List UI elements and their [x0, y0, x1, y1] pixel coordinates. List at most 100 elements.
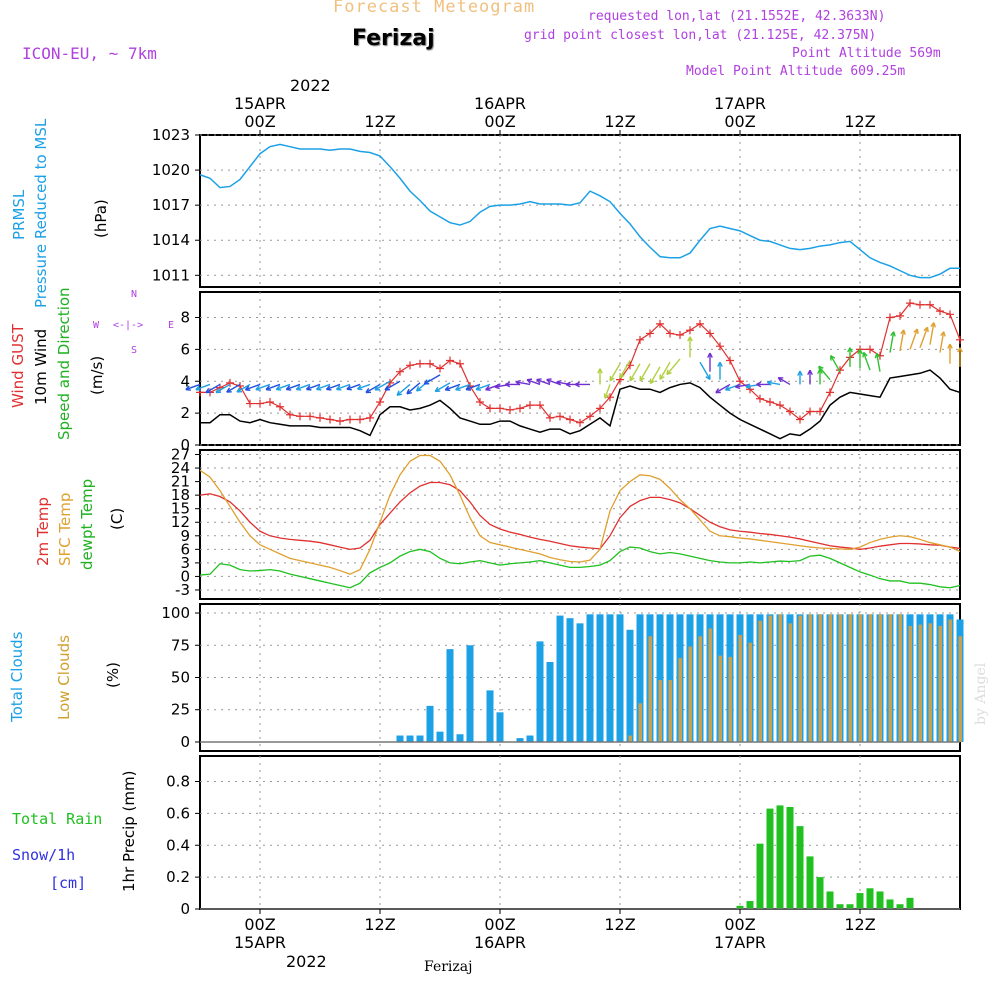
- wind-arrow-head: [546, 378, 552, 384]
- y-tick-label: 6: [180, 540, 190, 558]
- wind-arrow-head: [305, 385, 312, 391]
- low-cloud-bar: [778, 614, 782, 742]
- model-label: ICON-EU, ~ 7km: [22, 44, 157, 63]
- wind-arrow: [659, 361, 671, 380]
- bottom-hour-label: 12Z: [844, 915, 875, 934]
- wind-arrow-head: [485, 385, 491, 391]
- gust-marker: [276, 402, 284, 411]
- wind-arrow-head: [325, 385, 332, 391]
- gust-marker: [956, 335, 964, 344]
- total-cloud-bar: [486, 690, 494, 742]
- wind-arrow: [215, 383, 231, 394]
- wind-arrow-head: [830, 354, 836, 361]
- rain-bar: [766, 808, 774, 909]
- wind-arrow-head: [205, 387, 212, 394]
- y-tick-label: 1014: [152, 231, 190, 249]
- gust-marker: [306, 412, 314, 421]
- y-tick-label: 6: [180, 340, 190, 358]
- wind-arrow-head: [423, 379, 430, 385]
- total-cloud-bar: [396, 735, 404, 742]
- y-tick-label: 2: [180, 404, 190, 422]
- low-cloud-bar: [678, 658, 682, 742]
- total-cloud-bar: [426, 705, 434, 742]
- y-tick-label: 18: [171, 486, 190, 504]
- gust-marker: [336, 417, 344, 426]
- grid-point-coords: grid point closest lon,lat (21.125E, 42.…: [524, 28, 877, 43]
- wind-arrow: [423, 374, 441, 385]
- gust-marker: [316, 413, 324, 422]
- low-cloud-bar: [648, 636, 652, 742]
- compass-s: S: [131, 345, 138, 356]
- wind-arrow: [639, 363, 651, 382]
- y-tick-label: 0.6: [166, 804, 190, 822]
- total-cloud-bar: [576, 623, 584, 742]
- wind-arrow: [384, 380, 401, 391]
- wind-arrow-head: [766, 380, 773, 386]
- y-tick-label: 0: [180, 567, 190, 585]
- gust-marker: [346, 415, 354, 424]
- gust-marker: [476, 397, 484, 406]
- wind-arrow-head: [265, 385, 272, 391]
- total-cloud-bar: [436, 731, 444, 742]
- y-tick-label: 4: [180, 372, 190, 390]
- wind-arrow-head: [639, 375, 645, 382]
- wind-arrow-head: [818, 365, 824, 372]
- wind-arrow: [475, 383, 491, 391]
- wind-arrow: [876, 353, 881, 372]
- panel-0: 1011 1014 1017 1020 1023: [152, 126, 961, 288]
- low-cloud-bar: [758, 620, 762, 742]
- wind-arrow-head: [756, 381, 762, 388]
- wind-arrow-head: [666, 369, 672, 376]
- low-cloud-bar: [848, 614, 852, 742]
- y-tick-label: 75: [171, 636, 190, 654]
- top-hour-label: 12Z: [844, 112, 875, 131]
- wind-arrow-head: [857, 349, 863, 355]
- panel-frame: [199, 449, 961, 600]
- low-cloud-bar: [798, 615, 802, 742]
- gust-marker: [366, 413, 374, 422]
- wind-arrow: [609, 363, 621, 382]
- wind-arrow-head: [455, 385, 461, 391]
- wind-arrow-head: [565, 381, 571, 388]
- low-cloud-bar: [718, 655, 722, 742]
- gust-marker: [726, 356, 734, 365]
- wind-arrow-head: [226, 387, 232, 393]
- wind-arrow: [929, 322, 935, 345]
- y-tick-label: 15: [171, 500, 190, 518]
- dew-line: [199, 546, 961, 589]
- wind-arrow: [346, 383, 361, 390]
- gust-marker: [646, 329, 654, 338]
- bottom-hour-label: 12Z: [604, 915, 635, 934]
- wind-arrow-head: [797, 370, 803, 376]
- gust-marker: [296, 412, 304, 421]
- gust-marker: [326, 415, 334, 424]
- gust-marker: [666, 329, 674, 338]
- low-cloud-bar: [818, 614, 822, 742]
- rain-bar: [886, 899, 894, 909]
- wind-arrow: [777, 377, 791, 386]
- total-cloud-bar: [586, 614, 594, 742]
- gust-marker: [246, 399, 254, 408]
- rain-bar: [856, 893, 864, 909]
- wind-arrow-head: [629, 375, 635, 382]
- wind-arrow: [818, 365, 831, 381]
- gust-marker: [586, 412, 594, 421]
- wind-arrow: [396, 383, 411, 396]
- wind-arrow-head: [807, 369, 813, 376]
- y-tick-label: 3: [180, 554, 190, 572]
- gust-marker: [716, 342, 724, 351]
- low-cloud-bar: [658, 680, 662, 742]
- wind-arrow: [406, 382, 421, 395]
- low-cloud-bar: [928, 623, 932, 742]
- compass-w: W: [93, 320, 100, 331]
- wind-arrow-head: [874, 352, 881, 359]
- low-cloud-bar: [898, 614, 902, 742]
- wind-arrow-head: [526, 378, 533, 384]
- gust-marker: [796, 415, 804, 424]
- wind-arrow: [536, 378, 551, 386]
- wind-arrow-head: [285, 385, 292, 391]
- total-cloud-bar: [526, 735, 534, 742]
- wind-arrow: [830, 355, 841, 373]
- y-tick-label: -3: [175, 581, 190, 599]
